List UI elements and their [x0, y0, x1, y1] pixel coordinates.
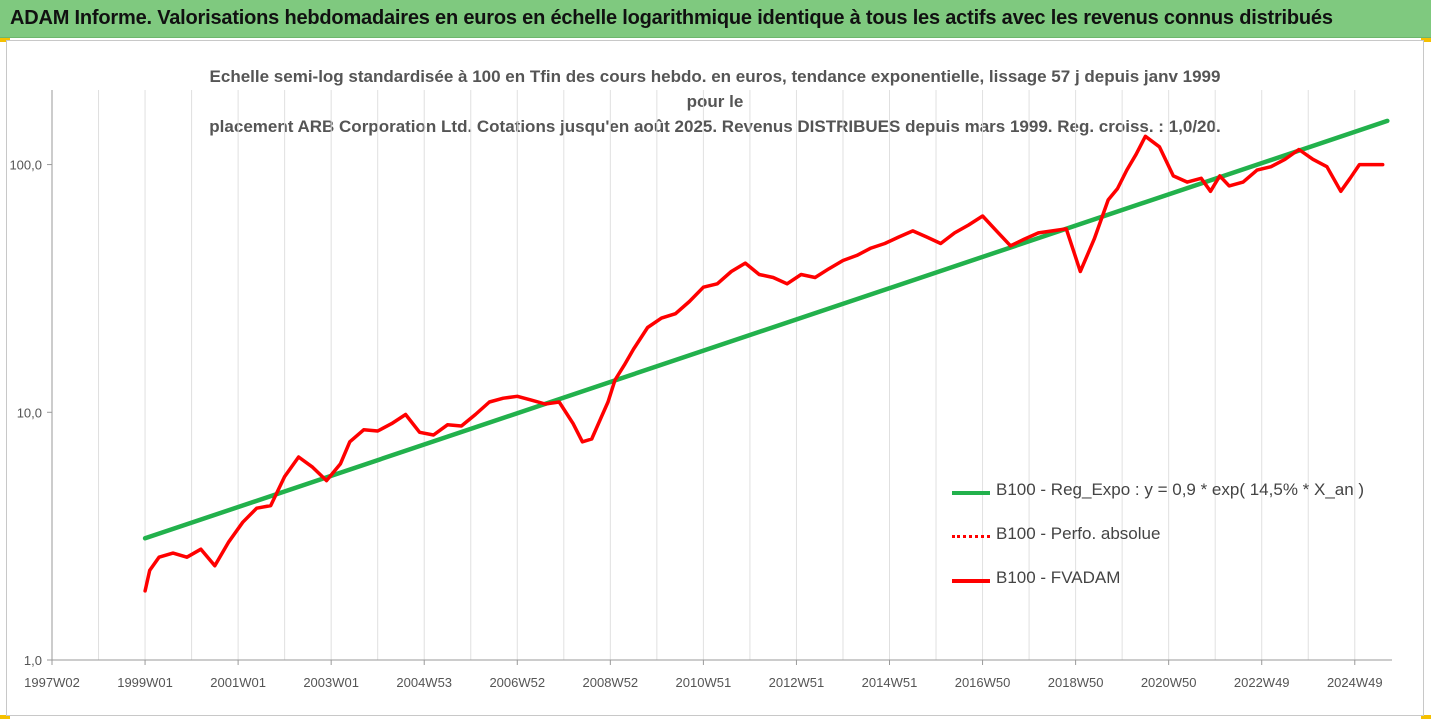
x-tick-label: 1999W01: [117, 675, 173, 690]
corner-handle-left: [0, 38, 10, 42]
corner-handle-bottom-right: [1421, 715, 1431, 719]
corner-handle-right: [1421, 38, 1431, 42]
y-tick-label: 1,0: [24, 653, 42, 668]
legend-label-regression: B100 - Reg_Expo : y = 0,9 * exp( 14,5% *…: [996, 480, 1365, 499]
series-line-2: [143, 134, 1385, 593]
x-tick-label: 2001W01: [210, 675, 266, 690]
legend-item-regression: B100 - Reg_Expo : y = 0,9 * exp( 14,5% *…: [950, 478, 1390, 522]
title-banner: ADAM Informe. Valorisations hebdomadaire…: [0, 0, 1431, 38]
legend-label-fvadam: B100 - FVADAM: [996, 568, 1121, 587]
legend-item-fvadam: B100 - FVADAM: [950, 566, 1390, 610]
x-tick-label: 2004W53: [396, 675, 452, 690]
chart-subtitle: Echelle semi-log standardisée à 100 en T…: [190, 64, 1240, 139]
legend-swatch-fvadam: [952, 579, 990, 583]
y-tick-label: 100,0: [9, 158, 42, 173]
x-tick-label: 2014W51: [862, 675, 918, 690]
x-tick-label: 2016W50: [955, 675, 1011, 690]
y-tick-label: 10,0: [17, 405, 42, 420]
series-line-0: [142, 118, 1390, 541]
legend-label-perfo: B100 - Perfo. absolue: [996, 524, 1161, 543]
legend-item-perfo: B100 - Perfo. absolue: [950, 522, 1390, 566]
x-tick-label: 2010W51: [676, 675, 732, 690]
x-tick-label: 2012W51: [769, 675, 825, 690]
chart-area: [6, 40, 1424, 716]
x-tick-label: 2003W01: [303, 675, 359, 690]
corner-handle-bottom-left: [0, 715, 10, 719]
x-tick-label: 1997W02: [24, 675, 80, 690]
subtitle-line-2: placement ARB Corporation Ltd. Cotations…: [209, 117, 1221, 136]
x-tick-label: 2018W50: [1048, 675, 1104, 690]
legend: B100 - Reg_Expo : y = 0,9 * exp( 14,5% *…: [950, 478, 1390, 610]
legend-swatch-regression: [952, 491, 990, 495]
banner-title: ADAM Informe. Valorisations hebdomadaire…: [10, 7, 1333, 29]
subtitle-line-1: Echelle semi-log standardisée à 100 en T…: [209, 67, 1221, 111]
x-tick-label: 2020W50: [1141, 675, 1197, 690]
x-tick-label: 2008W52: [583, 675, 639, 690]
legend-swatch-perfo: [952, 535, 990, 538]
x-tick-label: 2024W49: [1327, 675, 1383, 690]
x-tick-label: 2022W49: [1234, 675, 1290, 690]
x-tick-label: 2006W52: [489, 675, 545, 690]
